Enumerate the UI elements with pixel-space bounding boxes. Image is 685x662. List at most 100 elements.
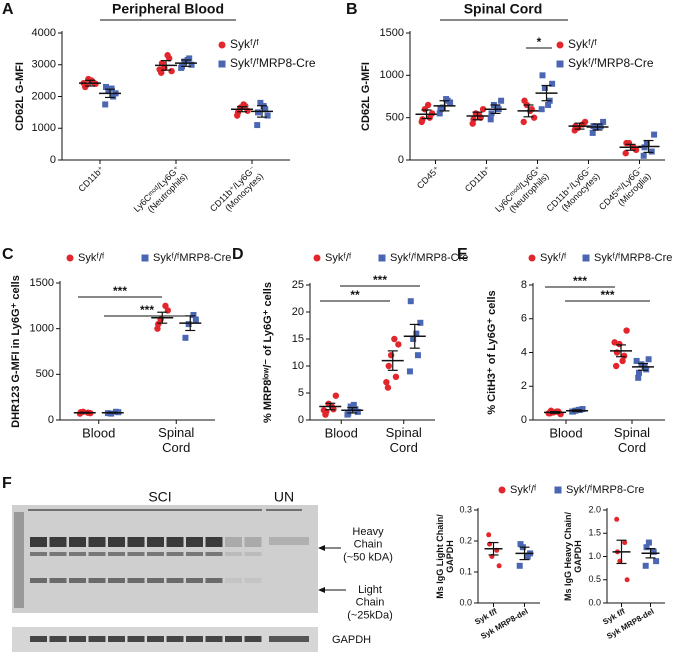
data-point bbox=[636, 369, 642, 376]
data-point bbox=[407, 298, 414, 305]
legend-label: Sykᶠ/ᶠMRP8-Cre bbox=[568, 56, 654, 70]
data-point bbox=[447, 99, 454, 106]
legend-marker bbox=[141, 254, 149, 262]
legend-label: Sykᶠ/ᶠMRP8-Cre bbox=[230, 56, 316, 70]
data-point bbox=[641, 144, 648, 151]
x-tick-label: Blood bbox=[82, 425, 115, 440]
data-point bbox=[105, 87, 112, 94]
data-point bbox=[653, 558, 660, 565]
legend-marker bbox=[66, 254, 74, 262]
legend-label: Sykᶠ/ᶠ bbox=[325, 252, 352, 264]
x-tick-label: Blood bbox=[549, 425, 582, 440]
data-point bbox=[614, 516, 620, 522]
data-point bbox=[632, 146, 640, 154]
y-tick-label: 1500 bbox=[380, 27, 404, 39]
data-point bbox=[437, 106, 444, 113]
y-axis-label: % CitH3⁺ of Ly6G⁺ cells bbox=[486, 290, 498, 414]
data-point bbox=[257, 99, 264, 106]
data-point bbox=[516, 562, 523, 569]
data-point bbox=[103, 83, 109, 90]
x-tick-label: CD11b⁺/Ly6G⁻(Monocytes) bbox=[208, 164, 265, 221]
band bbox=[108, 537, 125, 547]
data-point bbox=[182, 334, 189, 341]
data-point bbox=[597, 123, 604, 130]
y-tick-label: 0.3 bbox=[459, 504, 472, 514]
band bbox=[147, 636, 164, 642]
y-axis-label: CD62L G-MFI bbox=[360, 62, 372, 131]
band bbox=[269, 537, 309, 545]
significance-label: ** bbox=[350, 288, 360, 302]
band bbox=[186, 636, 203, 642]
y-tick-label: 500 bbox=[36, 368, 54, 380]
data-point bbox=[414, 352, 421, 359]
data-point bbox=[539, 72, 546, 79]
data-point bbox=[624, 577, 630, 583]
panel-letter: D bbox=[232, 246, 244, 263]
band bbox=[166, 578, 184, 583]
panel-letter: F bbox=[2, 475, 12, 492]
data-point bbox=[641, 363, 648, 369]
band bbox=[108, 552, 125, 556]
band bbox=[166, 552, 184, 556]
data-point bbox=[643, 140, 650, 147]
data-point bbox=[613, 362, 620, 370]
data-point bbox=[413, 330, 420, 337]
significance-label: * bbox=[537, 35, 542, 49]
y-axis-label: CD62L G-MFI bbox=[14, 62, 26, 131]
data-point bbox=[192, 316, 199, 323]
band bbox=[166, 636, 184, 642]
band bbox=[69, 537, 86, 547]
arrow-head bbox=[318, 545, 325, 551]
data-point bbox=[395, 341, 402, 348]
legend-marker bbox=[313, 254, 321, 262]
ladder bbox=[14, 512, 24, 608]
band bbox=[205, 578, 223, 583]
y-tick-label: 2 bbox=[521, 380, 527, 392]
data-point bbox=[428, 110, 436, 117]
data-point bbox=[619, 357, 626, 365]
band bbox=[127, 537, 145, 547]
data-point bbox=[108, 85, 115, 92]
band bbox=[108, 636, 125, 642]
data-point bbox=[392, 373, 400, 380]
data-point bbox=[262, 106, 269, 113]
panel-letter: C bbox=[2, 246, 14, 263]
band bbox=[69, 552, 86, 556]
band bbox=[127, 636, 145, 642]
data-point bbox=[347, 403, 354, 410]
data-point bbox=[581, 118, 589, 126]
data-point bbox=[190, 311, 197, 318]
data-point bbox=[520, 118, 527, 126]
data-point bbox=[549, 80, 556, 87]
x-tick-label: Blood bbox=[325, 425, 358, 440]
arrow-head bbox=[318, 587, 325, 593]
band bbox=[69, 636, 86, 642]
band bbox=[269, 636, 309, 642]
legend-label: Sykᶠ/ᶠ bbox=[510, 484, 537, 496]
data-point bbox=[419, 116, 426, 123]
data-point bbox=[642, 562, 649, 569]
data-point bbox=[110, 93, 117, 100]
x-tick-label: CD11b⁺/Ly6G⁻(Monocytes) bbox=[545, 164, 602, 221]
panel-letter: E bbox=[457, 246, 468, 263]
legend-marker bbox=[582, 254, 590, 262]
y-tick-label: 0 bbox=[48, 414, 54, 426]
y-tick-label: 2.0 bbox=[588, 504, 601, 514]
chart-title: Spinal Cord bbox=[464, 1, 543, 17]
x-tick-label: Ly6Cᵐᵒᵈ/Ly6G⁺(Neutrophils) bbox=[493, 164, 551, 222]
band bbox=[225, 552, 242, 556]
band bbox=[30, 578, 47, 583]
data-point bbox=[443, 96, 450, 103]
y-tick-label: 0.1 bbox=[459, 566, 472, 576]
data-point bbox=[579, 406, 586, 413]
y-tick-label: 0.2 bbox=[459, 535, 472, 545]
data-point bbox=[188, 61, 195, 68]
data-point bbox=[541, 85, 548, 92]
data-point bbox=[645, 356, 652, 363]
legend-marker bbox=[378, 254, 386, 262]
legend-label: Sykᶠ/ᶠ bbox=[78, 252, 105, 264]
data-point bbox=[255, 109, 261, 116]
data-point bbox=[487, 116, 494, 123]
data-point bbox=[494, 104, 501, 111]
band bbox=[49, 537, 67, 547]
